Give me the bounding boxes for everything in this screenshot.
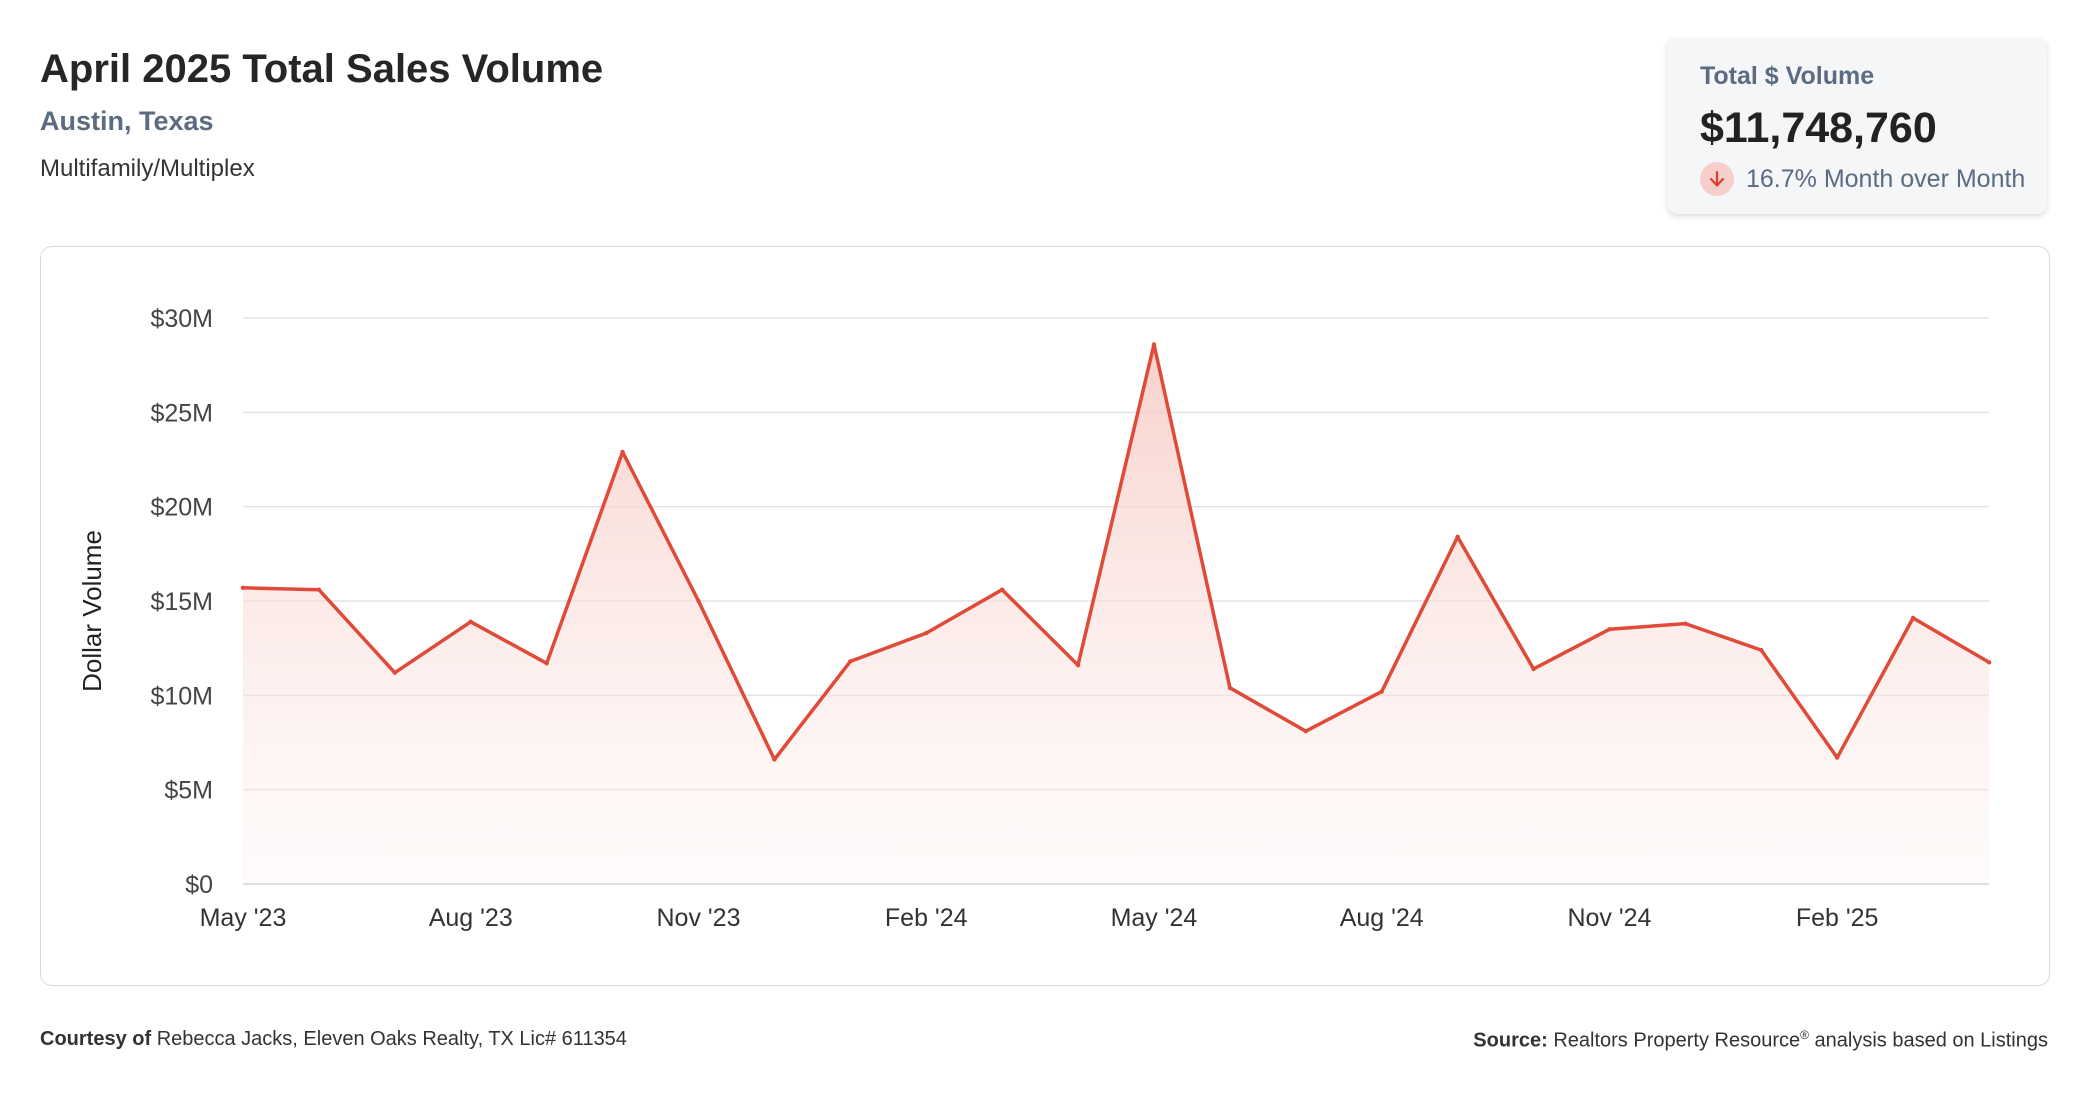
data-point [1910, 615, 1916, 621]
data-point [392, 670, 398, 675]
data-point [772, 757, 777, 762]
data-point [1683, 621, 1688, 626]
data-point [1379, 689, 1384, 694]
data-point [999, 587, 1005, 592]
y-tick-label: $15M [150, 588, 213, 616]
data-point [620, 449, 625, 455]
x-tick-label: Aug '24 [1340, 904, 1424, 932]
courtesy-text: Rebecca Jacks, Eleven Oaks Realty, TX Li… [156, 1028, 627, 1050]
data-point [1531, 666, 1536, 672]
data-point [1759, 647, 1764, 653]
data-point [544, 661, 549, 666]
stat-value: $11,748,760 [1700, 104, 1937, 152]
source-label: Source: [1473, 1029, 1548, 1052]
data-point [696, 598, 701, 604]
source-text: Realtors Property Resource [1553, 1029, 1801, 1052]
data-point [240, 585, 246, 590]
y-axis-ticks: $0 $5M $10M $15M $20M $25M $30M [150, 305, 213, 899]
courtesy-footer: Courtesy of Rebecca Jacks, Eleven Oaks R… [40, 1028, 627, 1051]
arrow-down-icon [1700, 162, 1734, 196]
y-tick-label: $20M [150, 494, 213, 522]
stat-change: 16.7% Month over Month [1700, 162, 2025, 196]
stat-change-text: 16.7% Month over Month [1746, 164, 2026, 193]
page-title: April 2025 Total Sales Volume [40, 47, 604, 91]
data-point [1151, 342, 1157, 347]
y-tick-label: $25M [150, 399, 213, 427]
chart-container: $0 $5M $10M $15M $20M $25M $30M May '23 Aug '23… [40, 246, 2050, 986]
x-tick-label: Nov '23 [656, 904, 740, 932]
y-tick-label: $5M [164, 777, 213, 805]
x-tick-label: Feb '24 [885, 904, 968, 932]
data-point [316, 587, 322, 592]
y-tick-label: $0 [185, 871, 213, 899]
data-point [1227, 685, 1233, 690]
y-tick-label: $30M [150, 305, 213, 333]
courtesy-label: Courtesy of [40, 1028, 152, 1050]
area-fill [243, 344, 1989, 884]
property-type-label: Multifamily/Multiplex [40, 155, 255, 182]
x-tick-label: Nov '24 [1567, 904, 1651, 932]
x-tick-label: May '24 [1111, 904, 1198, 932]
y-axis-label: Dollar Volume [77, 530, 107, 692]
y-tick-label: $10M [150, 682, 213, 710]
data-point [924, 630, 929, 636]
x-tick-label: Feb '25 [1796, 904, 1879, 932]
x-tick-label: Aug '23 [429, 904, 513, 932]
x-tick-label: May '23 [200, 904, 287, 932]
source-text-2: analysis based on Listings [1814, 1029, 2048, 1052]
data-point [1607, 627, 1612, 632]
x-axis-ticks: May '23 Aug '23 Nov '23 Feb '24 May '24 Aug '… [200, 904, 1879, 932]
header: April 2025 Total Sales Volume Austin, Te… [40, 44, 603, 183]
data-point [468, 619, 473, 624]
registered-mark: ® [1800, 1028, 1809, 1042]
location-label: Austin, Texas [40, 106, 214, 136]
total-volume-card: Total $ Volume $11,748,760 16.7% Month o… [1667, 38, 2047, 214]
data-point [1986, 660, 1992, 665]
data-point [1075, 662, 1081, 668]
area-layer [240, 342, 1992, 884]
series-line [242, 342, 1990, 762]
data-point [1834, 755, 1840, 760]
sales-volume-chart: $0 $5M $10M $15M $20M $25M $30M May '23 Aug '23… [77, 305, 1992, 932]
data-point [1303, 728, 1308, 734]
source-footer: Source: Realtors Property Resource® anal… [1473, 1028, 2048, 1053]
data-point [848, 659, 853, 664]
stat-label: Total $ Volume [1700, 62, 1875, 90]
data-point [1455, 534, 1460, 540]
